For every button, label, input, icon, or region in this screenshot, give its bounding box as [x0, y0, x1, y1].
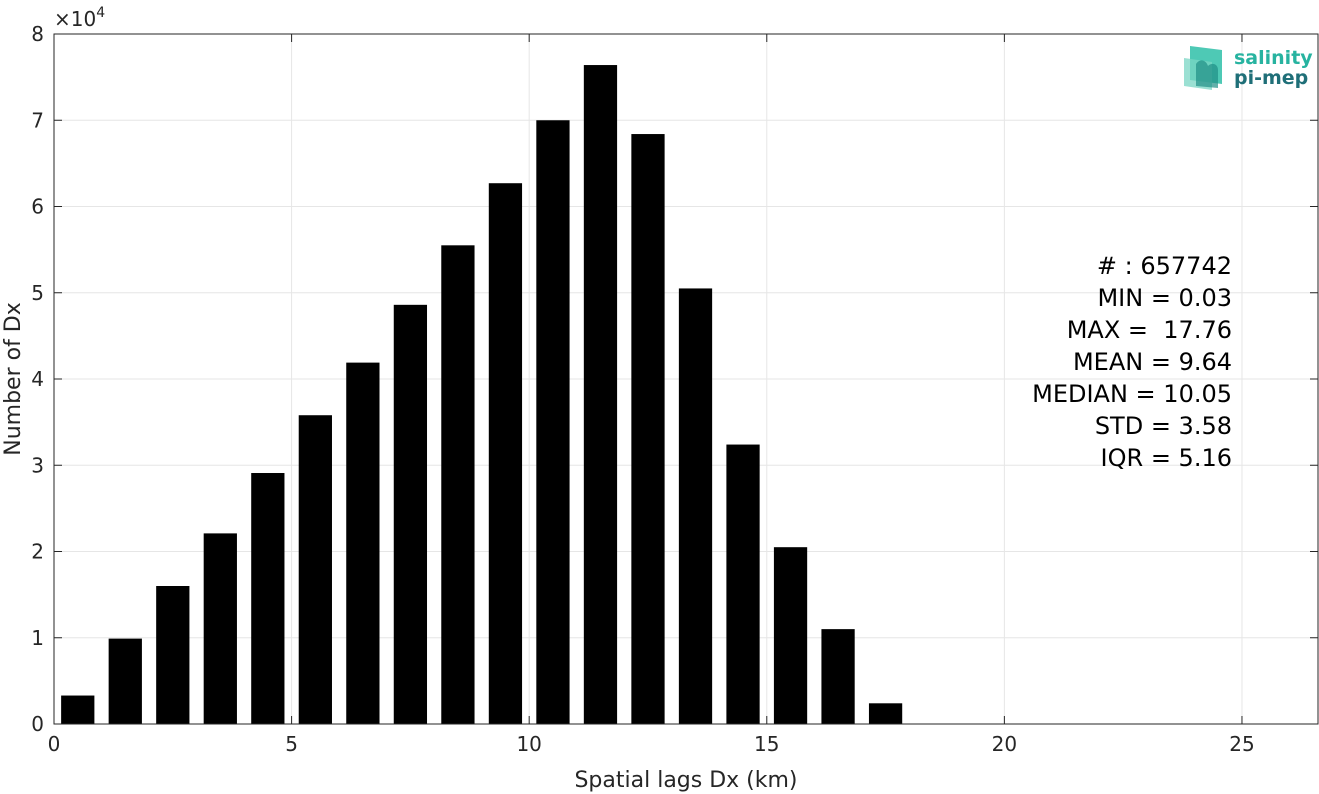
stat-line: STD = 3.58: [1095, 412, 1232, 440]
stat-line: IQR = 5.16: [1101, 444, 1232, 472]
stat-line: # : 657742: [1097, 252, 1232, 280]
y-tick-label: 0: [31, 712, 44, 736]
x-tick-labels: 0 5 10 15 20 25: [48, 732, 1255, 756]
histogram-bar: [773, 547, 808, 724]
x-tick-label: 25: [1229, 732, 1254, 756]
stat-line: MEAN = 9.64: [1073, 348, 1232, 376]
x-tick-label: 20: [992, 732, 1017, 756]
logo-text-pi-mep: pi-mep: [1234, 67, 1308, 89]
x-tick-label: 15: [754, 732, 779, 756]
statistics-annotations: # : 657742 MIN = 0.03 MAX = 17.76 MEAN = 9.…: [1032, 252, 1232, 472]
histogram-bar: [631, 134, 665, 725]
tick-marks: [53, 33, 1318, 725]
histogram-bar: [678, 288, 713, 724]
logo-mark-icon: [1184, 46, 1222, 90]
x-axis-title: Spatial lags Dx (km): [574, 768, 797, 793]
histogram-bar: [298, 415, 332, 724]
histogram-bar: [393, 304, 428, 724]
y-tick-label: 4: [31, 367, 44, 391]
histogram-bar: [108, 638, 142, 724]
histogram-bar: [346, 362, 380, 724]
y-exponent-label: ×104: [54, 5, 105, 31]
x-tick-label: 10: [516, 732, 541, 756]
histogram-bar: [61, 695, 95, 724]
y-tick-label: 7: [31, 108, 44, 132]
stat-line: MIN = 0.03: [1097, 284, 1232, 312]
histogram-bar: [868, 703, 903, 724]
y-tick-label: 8: [31, 22, 44, 46]
histogram-bar: [441, 245, 475, 724]
histogram-bar: [583, 65, 618, 725]
histogram-bar: [726, 444, 760, 724]
stat-line: MAX = 17.76: [1067, 316, 1232, 344]
logo-text-salinity: salinity: [1234, 47, 1313, 69]
y-exponent-base: ×10: [54, 7, 96, 31]
y-tick-labels: 0 1 2 3 4 5 6 7 8: [31, 22, 44, 736]
y-tick-label: 6: [31, 195, 44, 219]
x-tick-label: 5: [285, 732, 298, 756]
x-tick-label: 0: [48, 732, 61, 756]
y-tick-label: 5: [31, 281, 44, 305]
bars: [61, 65, 903, 725]
histogram-bar: [203, 533, 237, 724]
histogram-bar: [536, 120, 570, 724]
y-tick-label: 3: [31, 453, 44, 477]
histogram-bar: [156, 586, 190, 724]
histogram-bar: [251, 473, 285, 724]
salinity-pi-mep-logo: salinity pi-mep: [1184, 46, 1313, 90]
y-axis-title: Number of Dx: [1, 302, 26, 456]
histogram-bar: [488, 183, 523, 724]
y-tick-label: 1: [31, 626, 44, 650]
histogram-bar: [821, 629, 855, 724]
y-exponent-power: 4: [96, 5, 105, 21]
y-tick-label: 2: [31, 540, 44, 564]
stat-line: MEDIAN = 10.05: [1032, 380, 1232, 408]
